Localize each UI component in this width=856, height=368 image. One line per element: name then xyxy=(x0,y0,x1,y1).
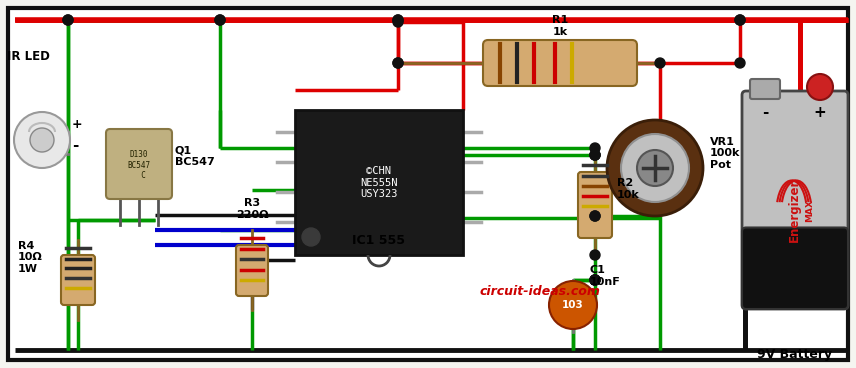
Text: +: + xyxy=(813,105,826,120)
Circle shape xyxy=(735,58,745,68)
Circle shape xyxy=(807,74,833,100)
Circle shape xyxy=(590,211,600,221)
Circle shape xyxy=(590,275,600,285)
Circle shape xyxy=(621,134,689,202)
Text: D130
BC547
  C: D130 BC547 C xyxy=(128,150,151,180)
Circle shape xyxy=(590,275,600,285)
Circle shape xyxy=(590,275,600,285)
FancyBboxPatch shape xyxy=(742,91,848,309)
Circle shape xyxy=(63,15,73,25)
Text: +: + xyxy=(72,118,83,131)
Circle shape xyxy=(590,275,600,285)
FancyBboxPatch shape xyxy=(106,129,172,199)
Circle shape xyxy=(14,112,70,168)
Text: VR1
100k
Pot: VR1 100k Pot xyxy=(710,137,740,170)
Text: ©CHN
NE555N
USY323: ©CHN NE555N USY323 xyxy=(360,166,398,199)
Text: IR LED: IR LED xyxy=(7,50,50,63)
Text: IC1 555: IC1 555 xyxy=(353,234,406,247)
FancyBboxPatch shape xyxy=(483,40,637,86)
Circle shape xyxy=(590,150,600,160)
Text: -: - xyxy=(72,138,79,153)
Circle shape xyxy=(735,15,745,25)
Circle shape xyxy=(393,15,403,25)
Circle shape xyxy=(590,143,600,153)
FancyBboxPatch shape xyxy=(742,227,848,309)
Circle shape xyxy=(655,58,665,68)
Circle shape xyxy=(393,58,403,68)
Circle shape xyxy=(590,150,600,160)
Text: Energizer: Energizer xyxy=(788,179,800,242)
Circle shape xyxy=(607,120,703,216)
Text: 103: 103 xyxy=(562,300,584,310)
Circle shape xyxy=(590,211,600,221)
FancyBboxPatch shape xyxy=(578,172,612,238)
Circle shape xyxy=(393,15,403,25)
Circle shape xyxy=(590,250,600,260)
Circle shape xyxy=(549,281,597,329)
FancyBboxPatch shape xyxy=(61,255,95,305)
Circle shape xyxy=(393,58,403,68)
FancyBboxPatch shape xyxy=(8,8,848,360)
FancyBboxPatch shape xyxy=(295,110,463,255)
Text: -: - xyxy=(762,105,768,120)
Text: 9V Battery: 9V Battery xyxy=(758,348,833,361)
Circle shape xyxy=(215,15,225,25)
Text: R1
1k: R1 1k xyxy=(552,15,568,37)
Circle shape xyxy=(63,15,73,25)
Text: R4
10Ω
1W: R4 10Ω 1W xyxy=(18,241,43,274)
Circle shape xyxy=(393,17,403,27)
Circle shape xyxy=(30,128,54,152)
Circle shape xyxy=(302,228,320,246)
Text: R2
10k: R2 10k xyxy=(617,178,639,200)
FancyBboxPatch shape xyxy=(750,79,780,99)
Text: MAX: MAX xyxy=(805,199,815,222)
Text: circuit-ideas.com: circuit-ideas.com xyxy=(480,285,601,298)
Text: Q1
BC547: Q1 BC547 xyxy=(175,145,215,167)
Text: R3
220Ω: R3 220Ω xyxy=(235,198,268,220)
Circle shape xyxy=(637,150,673,186)
Circle shape xyxy=(590,150,600,160)
FancyBboxPatch shape xyxy=(236,245,268,296)
Circle shape xyxy=(215,15,225,25)
Text: C1
10nF: C1 10nF xyxy=(590,265,621,287)
Circle shape xyxy=(735,15,745,25)
